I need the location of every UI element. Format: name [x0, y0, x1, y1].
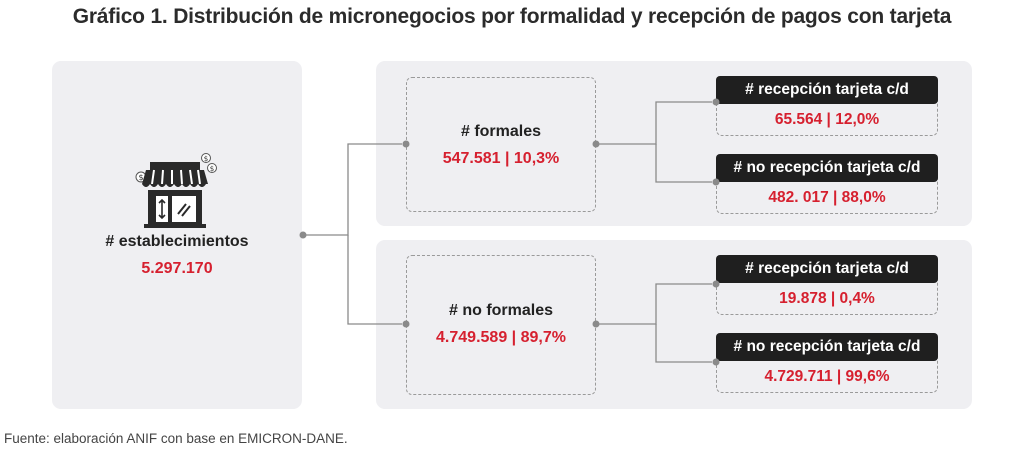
svg-text:$: $ [138, 173, 143, 182]
svg-text:$: $ [210, 165, 214, 173]
no-formales-recepcion-label: # recepción tarjeta c/d [716, 255, 938, 283]
root-panel [52, 61, 302, 409]
storefront-icon: $ $ $ [132, 150, 218, 230]
source-note: Fuente: elaboración ANIF con base en EMI… [4, 431, 348, 446]
formales-value: 547.581 | 10,3% [442, 150, 560, 167]
no-formales-no-recepcion-label: # no recepción tarjeta c/d [716, 333, 938, 361]
chart-title: Gráfico 1. Distribución de micronegocios… [72, 5, 952, 28]
svg-text:$: $ [204, 155, 208, 163]
root-value: 5.297.170 [141, 260, 213, 277]
no-formales-no-recepcion-value: 4.729.711 | 99,6% [764, 368, 890, 385]
no-formales-recepcion-value: 19.878 | 0,4% [779, 290, 875, 307]
formales-recepcion-value: 65.564 | 12,0% [774, 111, 880, 128]
no-formales-value: 4.749.589 | 89,7% [436, 329, 566, 346]
formales-no-recepcion-value: 482. 017 | 88,0% [768, 189, 886, 206]
formales-recepcion-label: # recepción tarjeta c/d [716, 76, 938, 104]
no-formales-label: # no formales [448, 302, 554, 319]
formales-label: # formales [460, 123, 542, 140]
formales-no-recepcion-label: # no recepción tarjeta c/d [716, 154, 938, 182]
root-label: # establecimientos [105, 233, 249, 250]
